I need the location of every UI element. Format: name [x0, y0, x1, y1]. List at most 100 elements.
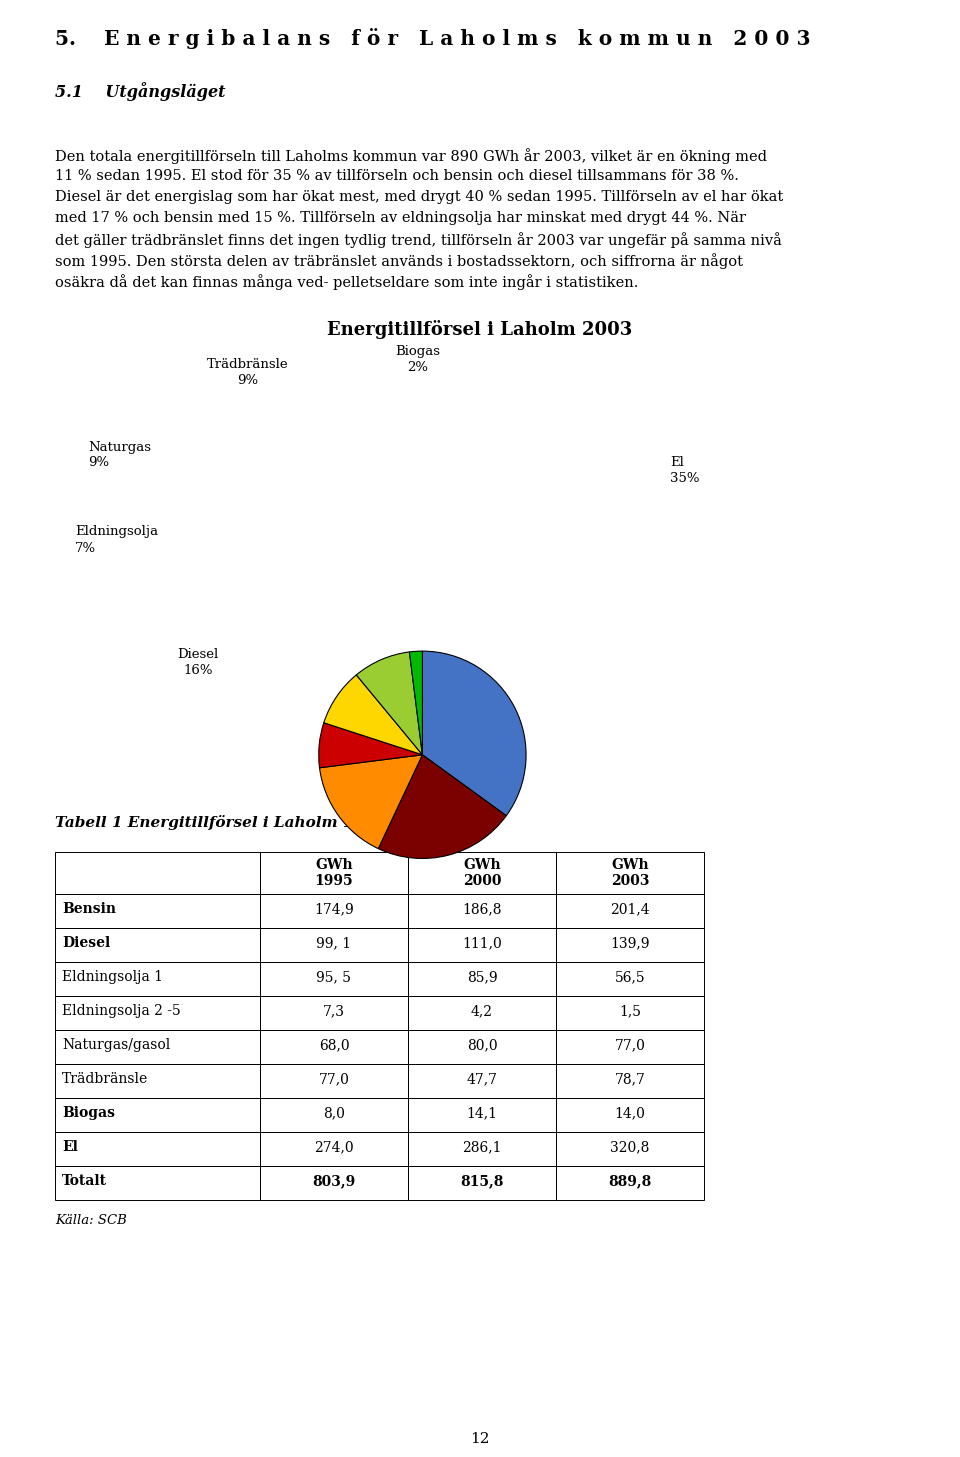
Bar	[408, 997, 556, 1030]
Bar	[55, 895, 260, 928]
Bar	[556, 928, 704, 962]
Text: 2003: 2003	[611, 874, 649, 887]
Bar	[260, 852, 408, 895]
Bar	[556, 962, 704, 997]
Bar	[408, 1166, 556, 1201]
Wedge shape	[324, 675, 422, 755]
Text: 174,9: 174,9	[314, 902, 354, 916]
Text: som 1995. Den största delen av träbränslet används i bostadssektorn, och siffror: som 1995. Den största delen av träbränsl…	[55, 254, 743, 270]
Bar	[408, 852, 556, 895]
Text: 95, 5: 95, 5	[317, 970, 351, 983]
Bar	[556, 1030, 704, 1064]
Bar	[260, 997, 408, 1030]
Text: 803,9: 803,9	[312, 1174, 355, 1187]
Text: 186,8: 186,8	[463, 902, 502, 916]
Bar	[260, 1030, 408, 1064]
Text: Eldningsolja 1: Eldningsolja 1	[62, 970, 163, 983]
Text: Tabell 1 Energitillförsel i Laholm 1995 – 2003: Tabell 1 Energitillförsel i Laholm 1995 …	[55, 814, 446, 830]
Wedge shape	[409, 651, 422, 755]
Text: 85,9: 85,9	[467, 970, 497, 983]
Bar	[556, 852, 704, 895]
Text: 274,0: 274,0	[314, 1139, 354, 1154]
Text: 320,8: 320,8	[611, 1139, 650, 1154]
Text: 78,7: 78,7	[614, 1072, 645, 1085]
Text: 1995: 1995	[315, 874, 353, 887]
Text: 47,7: 47,7	[467, 1072, 497, 1085]
Text: 139,9: 139,9	[611, 935, 650, 950]
Text: 7,3: 7,3	[323, 1004, 345, 1018]
Text: Eldningsolja 2 -5: Eldningsolja 2 -5	[62, 1004, 180, 1018]
Bar	[408, 1030, 556, 1064]
Text: 201,4: 201,4	[611, 902, 650, 916]
Bar	[55, 1099, 260, 1132]
Bar	[260, 1132, 408, 1166]
Wedge shape	[422, 651, 526, 816]
Text: Biogas: Biogas	[62, 1106, 115, 1120]
Wedge shape	[356, 651, 422, 755]
Bar	[55, 1030, 260, 1064]
Bar	[408, 895, 556, 928]
Bar	[260, 1064, 408, 1099]
Text: 4,2: 4,2	[471, 1004, 493, 1018]
Text: Diesel
16%: Diesel 16%	[178, 648, 219, 678]
Text: El: El	[62, 1139, 78, 1154]
Bar	[260, 928, 408, 962]
Bar	[556, 997, 704, 1030]
Bar	[55, 962, 260, 997]
Bar	[55, 1132, 260, 1166]
Bar	[260, 1166, 408, 1201]
Bar	[408, 1132, 556, 1166]
Text: Diesel är det energislag som har ökat mest, med drygt 40 % sedan 1995. Tillförse: Diesel är det energislag som har ökat me…	[55, 189, 783, 204]
Text: Den totala energitillförseln till Laholms kommun var 890 GWh år 2003, vilket är : Den totala energitillförseln till Laholm…	[55, 149, 767, 163]
Text: 77,0: 77,0	[614, 1037, 645, 1052]
Text: 99, 1: 99, 1	[317, 935, 351, 950]
Text: GWh: GWh	[463, 858, 501, 871]
Text: Totalt: Totalt	[62, 1174, 107, 1187]
Text: 77,0: 77,0	[319, 1072, 349, 1085]
Text: 11 % sedan 1995. El stod för 35 % av tillförseln och bensin och diesel tillsamma: 11 % sedan 1995. El stod för 35 % av til…	[55, 169, 739, 184]
Text: det gäller trädbränslet finns det ingen tydlig trend, tillförseln år 2003 var un: det gäller trädbränslet finns det ingen …	[55, 232, 781, 248]
Text: Biogas
2%: Biogas 2%	[396, 345, 441, 374]
Wedge shape	[319, 723, 422, 768]
Bar	[260, 895, 408, 928]
Text: 889,8: 889,8	[609, 1174, 652, 1187]
Text: 111,0: 111,0	[462, 935, 502, 950]
Text: 1,5: 1,5	[619, 1004, 641, 1018]
Text: Bensin
22%: Bensin 22%	[418, 723, 463, 750]
Text: Naturgas
9%: Naturgas 9%	[88, 440, 151, 469]
Text: Trädbränsle: Trädbränsle	[62, 1072, 148, 1085]
Bar	[55, 928, 260, 962]
Text: 56,5: 56,5	[614, 970, 645, 983]
Bar	[55, 1166, 260, 1201]
Wedge shape	[320, 755, 422, 848]
Bar	[556, 1064, 704, 1099]
Text: Bensin: Bensin	[62, 902, 116, 916]
Text: Eldningsolja
7%: Eldningsolja 7%	[75, 526, 158, 555]
Text: 80,0: 80,0	[467, 1037, 497, 1052]
Wedge shape	[378, 755, 506, 858]
Text: El
35%: El 35%	[670, 456, 700, 485]
Bar	[55, 997, 260, 1030]
Bar	[556, 1166, 704, 1201]
Text: med 17 % och bensin med 15 %. Tillförseln av eldningsolja har minskat med drygt : med 17 % och bensin med 15 %. Tillförsel…	[55, 211, 746, 224]
Bar	[408, 1064, 556, 1099]
Text: 286,1: 286,1	[463, 1139, 502, 1154]
Bar	[408, 1099, 556, 1132]
Text: osäkra då det kan finnas många ved- pelletseldare som inte ingår i statistiken.: osäkra då det kan finnas många ved- pell…	[55, 274, 638, 290]
Text: 8,0: 8,0	[324, 1106, 345, 1120]
Bar	[556, 1099, 704, 1132]
Bar	[260, 962, 408, 997]
Text: Diesel: Diesel	[62, 935, 110, 950]
Text: Energitillförsel i Laholm 2003: Energitillförsel i Laholm 2003	[327, 321, 633, 339]
Text: GWh: GWh	[315, 858, 353, 871]
Bar	[55, 1064, 260, 1099]
Text: 68,0: 68,0	[319, 1037, 349, 1052]
Bar	[408, 962, 556, 997]
Text: Källa: SCB: Källa: SCB	[55, 1214, 127, 1227]
Bar	[55, 852, 260, 895]
Text: 5.    E n e r g i b a l a n s   f ö r   L a h o l m s   k o m m u n   2 0 0 3: 5. E n e r g i b a l a n s f ö r L a h o…	[55, 28, 810, 50]
Text: 14,0: 14,0	[614, 1106, 645, 1120]
Text: GWh: GWh	[612, 858, 649, 871]
Text: 815,8: 815,8	[460, 1174, 504, 1187]
Text: Trädbränsle
9%: Trädbränsle 9%	[207, 358, 289, 388]
